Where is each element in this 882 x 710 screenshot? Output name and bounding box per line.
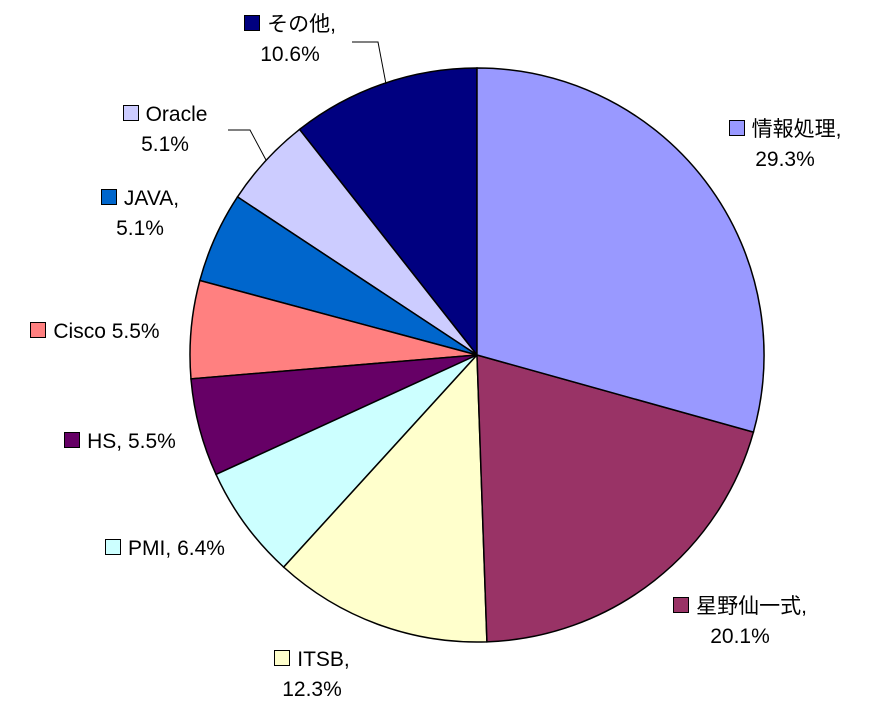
value-label: 5.5% [127, 430, 176, 453]
leader-line [228, 129, 267, 161]
value-label: 5.1% [116, 217, 164, 240]
pie-slice [298, 67, 478, 358]
category-label: ITSB, [297, 648, 350, 671]
category-label: その他, [267, 13, 336, 36]
value-label: 6.4% [177, 537, 225, 560]
label-swatch [244, 15, 261, 31]
category-label: HS, [87, 430, 123, 453]
value-label: 20.1% [710, 625, 770, 648]
data-label: ITSB, 12.3% [262, 645, 362, 705]
data-label: 星野仙一式, 20.1% [665, 592, 815, 652]
leader-line [352, 41, 387, 85]
label-swatch [105, 539, 122, 555]
value-label: 10.6% [260, 43, 320, 66]
pie-slice [476, 67, 765, 434]
category-label: PMI, [128, 537, 172, 560]
category-label: Cisco [53, 320, 106, 343]
label-swatch [673, 597, 690, 613]
data-label: 情報処理, 29.3% [715, 115, 855, 175]
data-label: Cisco 5.5% [5, 317, 185, 347]
category-label: Oracle [145, 103, 208, 126]
label-swatch [30, 322, 47, 338]
pie-slice [476, 354, 755, 643]
category-label: 情報処理, [751, 118, 842, 141]
label-swatch [122, 105, 139, 121]
value-label: 29.3% [755, 148, 815, 171]
pie-slice [282, 353, 488, 643]
category-label: 星野仙一式, [696, 595, 807, 618]
value-label: 5.1% [141, 133, 189, 156]
data-label: HS, 5.5% [40, 427, 200, 457]
data-label: Oracle 5.1% [100, 100, 230, 160]
data-label: その他, 10.6% [220, 10, 360, 70]
label-swatch [728, 120, 745, 136]
data-label: PMI, 6.4% [80, 534, 250, 564]
label-swatch [274, 650, 291, 666]
value-label: 12.3% [282, 678, 342, 701]
pie-slice [215, 354, 478, 569]
label-swatch [64, 432, 81, 448]
value-label: 5.5% [111, 320, 160, 343]
label-swatch [100, 189, 117, 205]
data-label: JAVA, 5.1% [80, 184, 200, 244]
category-label: JAVA, [123, 187, 180, 210]
